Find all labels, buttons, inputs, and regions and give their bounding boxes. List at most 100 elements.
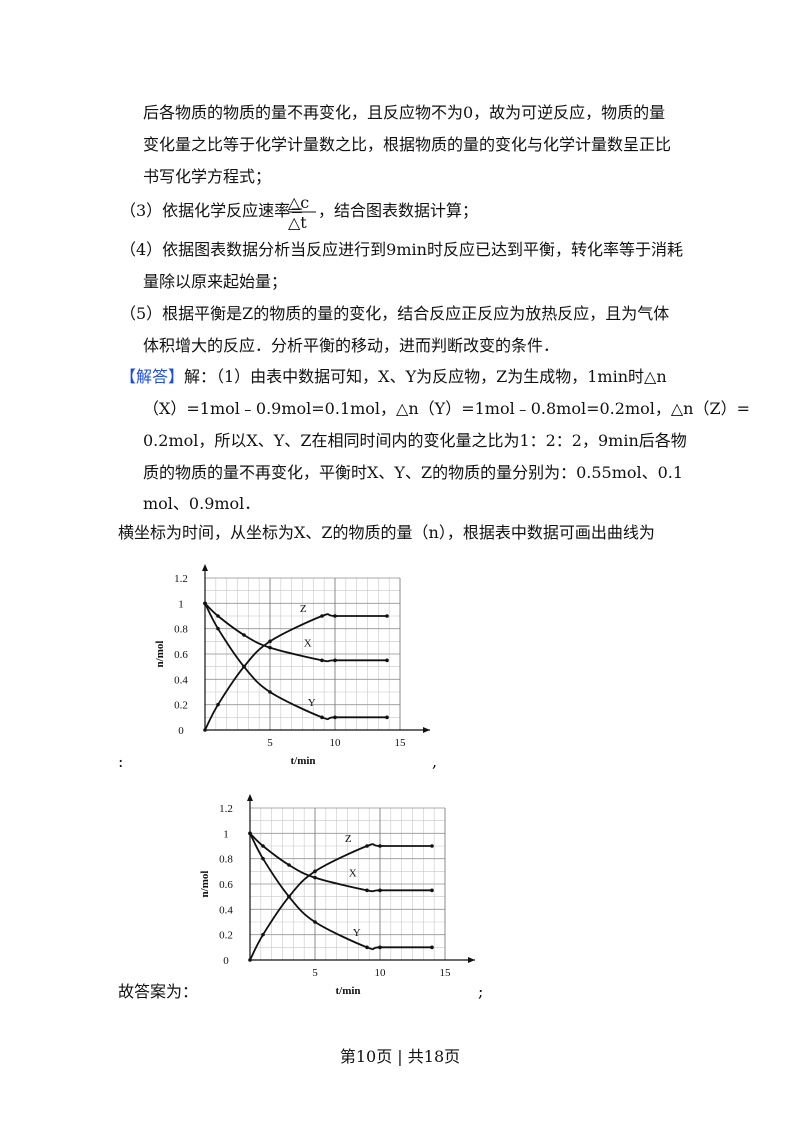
point [216, 626, 220, 631]
point [287, 894, 291, 899]
punct: : [118, 752, 123, 771]
series-line [249, 843, 432, 961]
point [333, 658, 337, 663]
x-tick-label: 15 [440, 967, 452, 979]
punct: ; [478, 982, 483, 1001]
point [430, 888, 434, 893]
point [313, 920, 317, 924]
y-tick-label: 0.4 [174, 674, 188, 686]
text-line: 解：（1）由表中数据可知，X、Y为反应物，Z为生成物，1min时△n [184, 367, 667, 386]
y-tick-label: 0.8 [219, 854, 233, 866]
x-arrow [468, 957, 475, 963]
point [216, 702, 220, 707]
y-tick-label: 1.2 [174, 573, 188, 585]
y-tick-label: 1.2 [219, 803, 233, 815]
point [385, 658, 389, 663]
point [385, 614, 389, 618]
y-arrow [247, 794, 253, 801]
point [242, 664, 246, 669]
x-tick-label: 5 [267, 737, 273, 749]
y-tick-label: 0 [178, 725, 184, 737]
point [261, 932, 265, 937]
point [333, 614, 337, 618]
point [320, 614, 324, 618]
point [365, 888, 369, 893]
point [313, 869, 317, 874]
y-tick-label: 0.6 [219, 879, 233, 891]
point [268, 645, 272, 650]
y-tick-label: 0.4 [219, 904, 233, 916]
y-tick-label: 1 [223, 828, 229, 840]
x-tick-label: 15 [395, 737, 407, 749]
answer-label: 故答案为： [118, 982, 198, 1001]
text-line: （3）依据化学反应速率= [120, 201, 304, 220]
point [430, 844, 434, 848]
point [248, 831, 252, 836]
series-line [204, 613, 387, 731]
x-tick-label: 10 [330, 737, 342, 749]
text-line: 书写化学方程式； [143, 167, 271, 186]
text-line: 0.2mol，所以X、Y、Z在相同时间内的变化量之比为1：2：2，9min后各物 [143, 431, 687, 450]
series-label: X [304, 637, 312, 649]
text-line: （5）根据平衡是Z的物质的量的变化，结合反应正反应为放热反应，且为气体 [120, 304, 669, 323]
series-label: Z [345, 833, 352, 845]
point [430, 945, 434, 950]
text-line: （4）依据图表数据分析当反应进行到9min时反应已达到平衡，转化率等于消耗 [120, 240, 683, 259]
point [242, 633, 246, 637]
point [287, 863, 291, 867]
series-label: X [349, 867, 357, 879]
x-tick-label: 5 [312, 967, 318, 979]
series-label: Y [308, 697, 316, 709]
point [365, 844, 369, 848]
x-axis-label: t/min [335, 985, 360, 997]
y-axis-label: n/mol [154, 641, 166, 668]
text-line: 量除以原来起始量； [143, 272, 287, 291]
footer: 第10页 | 共18页 [340, 1047, 460, 1066]
series-line [249, 832, 432, 951]
y-tick-label: 0 [223, 955, 229, 967]
point [261, 844, 265, 848]
point [268, 690, 272, 694]
series-line [249, 832, 432, 893]
y-tick-label: 0.6 [174, 649, 188, 661]
point [378, 844, 382, 848]
point [216, 614, 220, 618]
point [320, 715, 324, 720]
x-tick-label: 10 [375, 967, 387, 979]
y-axis-label: n/mol [199, 871, 211, 898]
y-tick-label: 0.2 [174, 700, 188, 712]
text-line: 后各物质的物质的量不再变化，且反应物不为0，故为可逆反应，物质的量 [143, 103, 665, 122]
series-label: Y [353, 927, 361, 939]
point [385, 715, 389, 720]
punct: , [432, 752, 437, 771]
point [268, 639, 272, 644]
fraction-num: △c [288, 193, 309, 212]
point [203, 601, 207, 606]
x-axis-label: t/min [290, 755, 315, 767]
answer-tag: 【解答】 [120, 367, 184, 386]
text-line: 体积增大的反应．分析平衡的移动，进而判断改变的条件． [143, 336, 559, 355]
x-arrow [423, 727, 430, 733]
point [365, 945, 369, 950]
text-line: ，结合图表数据计算； [318, 201, 478, 220]
point [333, 715, 337, 720]
text-line: 横坐标为时间，从坐标为X、Z的物质的量（n），根据表中数据可画出曲线为 [118, 523, 655, 542]
text-line: mol、0.9mol． [143, 494, 260, 513]
fraction-den: △t [288, 213, 307, 232]
point [320, 658, 324, 663]
point [261, 856, 265, 861]
point [378, 888, 382, 893]
y-tick-label: 0.2 [219, 930, 233, 942]
point [378, 945, 382, 950]
series-line [204, 602, 387, 721]
series-label: Z [300, 603, 307, 615]
text-line: 质的物质的量不再变化，平衡时X、Y、Z的物质的量分别为：0.55mol、0.1 [143, 463, 683, 482]
series-line [204, 602, 387, 663]
y-tick-label: 0.8 [174, 624, 188, 636]
y-arrow [202, 564, 208, 571]
text-line: （X）=1mol﹣0.9mol=0.1mol，△n（Y）=1mol﹣0.8mol… [143, 399, 750, 418]
y-tick-label: 1 [178, 598, 184, 610]
point [248, 958, 252, 962]
text-line: 变化量之比等于化学计量数之比，根据物质的量的变化与化学计量数呈正比 [143, 135, 671, 154]
